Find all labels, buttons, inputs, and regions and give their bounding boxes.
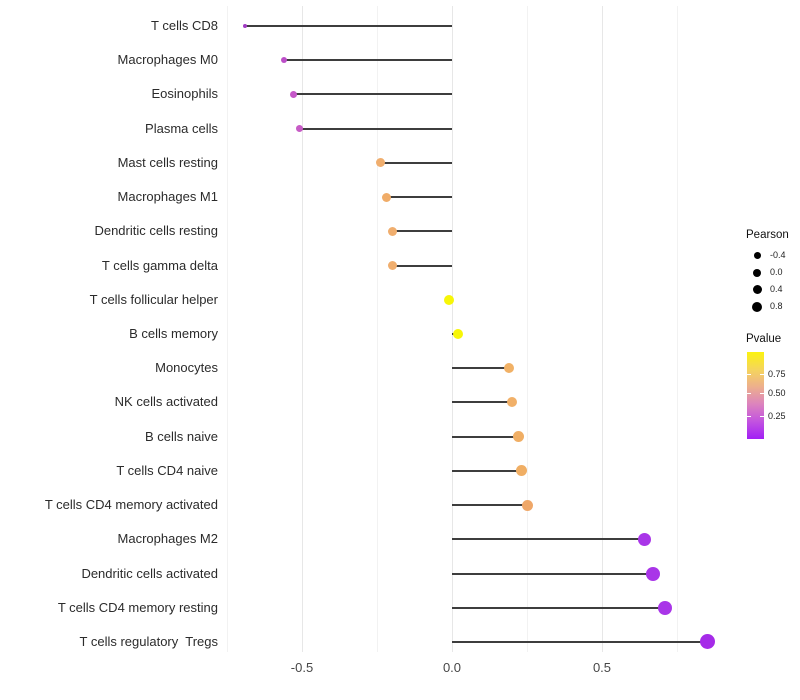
pvalue-colorbar-tickmark — [760, 373, 764, 375]
lollipop-dot — [243, 24, 247, 28]
pearson-legend-title: Pearson — [746, 229, 789, 241]
y-axis-label: Macrophages M1 — [117, 189, 218, 205]
major-gridline — [301, 6, 303, 652]
lollipop-stem — [386, 196, 452, 199]
y-axis-label: Dendritic cells resting — [94, 223, 218, 239]
lollipop-stem — [380, 161, 452, 164]
lollipop-stem — [284, 59, 452, 62]
lollipop-dot — [512, 431, 524, 443]
y-axis-label: T cells CD4 memory activated — [44, 497, 218, 513]
lollipop-stem — [392, 230, 452, 233]
lollipop-stem — [299, 127, 452, 130]
pearson-legend-label: 0.0 — [770, 267, 783, 277]
lollipop-stem — [452, 606, 665, 609]
y-axis-label: T cells CD4 naive — [116, 462, 218, 478]
y-axis-label: Monocytes — [155, 360, 218, 376]
lollipop-dot — [637, 532, 651, 546]
pearson-legend-entry: 0.8 — [748, 298, 798, 315]
lollipop-stem — [452, 435, 518, 438]
pearson-legend-dot — [752, 285, 762, 294]
lollipop-stem — [245, 25, 452, 27]
lollipop-stem — [452, 401, 512, 404]
y-axis-label: Plasma cells — [145, 120, 218, 136]
minor-gridline — [526, 6, 528, 652]
pearson-legend-dot — [753, 268, 761, 277]
pearson-legend-entry: 0.4 — [748, 281, 798, 298]
pvalue-colorbar-tickmark — [760, 393, 764, 395]
lollipop-dot — [646, 566, 660, 581]
pearson-legend-entry: -0.4 — [748, 247, 798, 264]
lollipop-stem — [392, 264, 452, 267]
lollipop-dot — [699, 634, 715, 650]
pvalue-colorbar-label: 0.75 — [768, 368, 786, 379]
major-gridline — [601, 6, 603, 652]
pvalue-colorbar-tickmark — [747, 373, 751, 375]
pvalue-colorbar-label: 0.25 — [768, 411, 786, 422]
minor-gridline — [376, 6, 378, 652]
y-axis-label: Eosinophils — [151, 86, 219, 102]
lollipop-dot — [658, 600, 672, 615]
y-axis-label: T cells CD4 memory resting — [57, 599, 218, 615]
y-axis-label: Dendritic cells activated — [81, 565, 218, 581]
pearson-legend-label: 0.8 — [770, 301, 783, 311]
y-axis-label: T cells CD8 — [151, 18, 218, 33]
pearson-legend-dot — [753, 252, 761, 259]
y-axis-label: T cells gamma delta — [101, 257, 218, 273]
x-axis-tick-label: 0.5 — [592, 660, 612, 675]
pvalue-colorbar-tickmark — [747, 393, 751, 395]
lollipop-dot — [521, 499, 533, 511]
lollipop-dot — [375, 158, 385, 168]
lollipop-dot — [295, 125, 303, 133]
lollipop-dot — [453, 328, 463, 339]
y-axis-label: Macrophages M2 — [117, 531, 218, 547]
lollipop-stem — [452, 469, 521, 472]
pvalue-colorbar-label: 0.50 — [768, 388, 786, 399]
pearson-legend-entry: 0.0 — [748, 264, 798, 281]
lollipop-stem — [293, 93, 452, 96]
minor-gridline — [226, 6, 228, 652]
pearson-legend-label: 0.4 — [770, 284, 783, 294]
lollipop-dot — [387, 226, 397, 236]
y-axis-label: Macrophages M0 — [117, 52, 218, 68]
pvalue-colorbar — [747, 352, 764, 439]
y-axis-label: Mast cells resting — [117, 154, 218, 170]
x-axis-tick-label: 0.0 — [442, 660, 462, 675]
x-axis-tick-label: -0.5 — [290, 660, 314, 675]
minor-gridline — [676, 6, 678, 652]
pvalue-legend-title: Pvalue — [746, 333, 782, 345]
y-axis-label: NK cells activated — [114, 394, 218, 410]
pvalue-colorbar-tickmark — [760, 416, 764, 418]
lollipop-dot — [515, 465, 527, 477]
pearson-legend-label: -0.4 — [770, 250, 786, 260]
lollipop-dot — [387, 261, 397, 271]
pvalue-colorbar-tickmark — [747, 416, 751, 418]
lollipop-dot — [381, 192, 391, 202]
lollipop-dot — [289, 90, 297, 98]
lollipop-dot — [507, 397, 517, 408]
lollipop-dot — [444, 294, 454, 305]
y-axis-label: T cells regulatory Tregs — [79, 633, 218, 649]
lollipop-stem — [452, 504, 527, 507]
y-axis-label: T cells follicular helper — [89, 291, 218, 307]
lollipop-stem — [452, 538, 644, 541]
y-axis-label: B cells memory — [129, 325, 218, 341]
major-gridline — [451, 6, 453, 652]
lollipop-dot — [504, 363, 514, 374]
lollipop-dot — [281, 57, 287, 64]
lollipop-stem — [452, 367, 509, 370]
pearson-legend-dot — [752, 301, 762, 312]
lollipop-stem — [452, 640, 707, 643]
lollipop-stem — [452, 572, 653, 575]
y-axis-label: B cells naive — [145, 428, 218, 444]
